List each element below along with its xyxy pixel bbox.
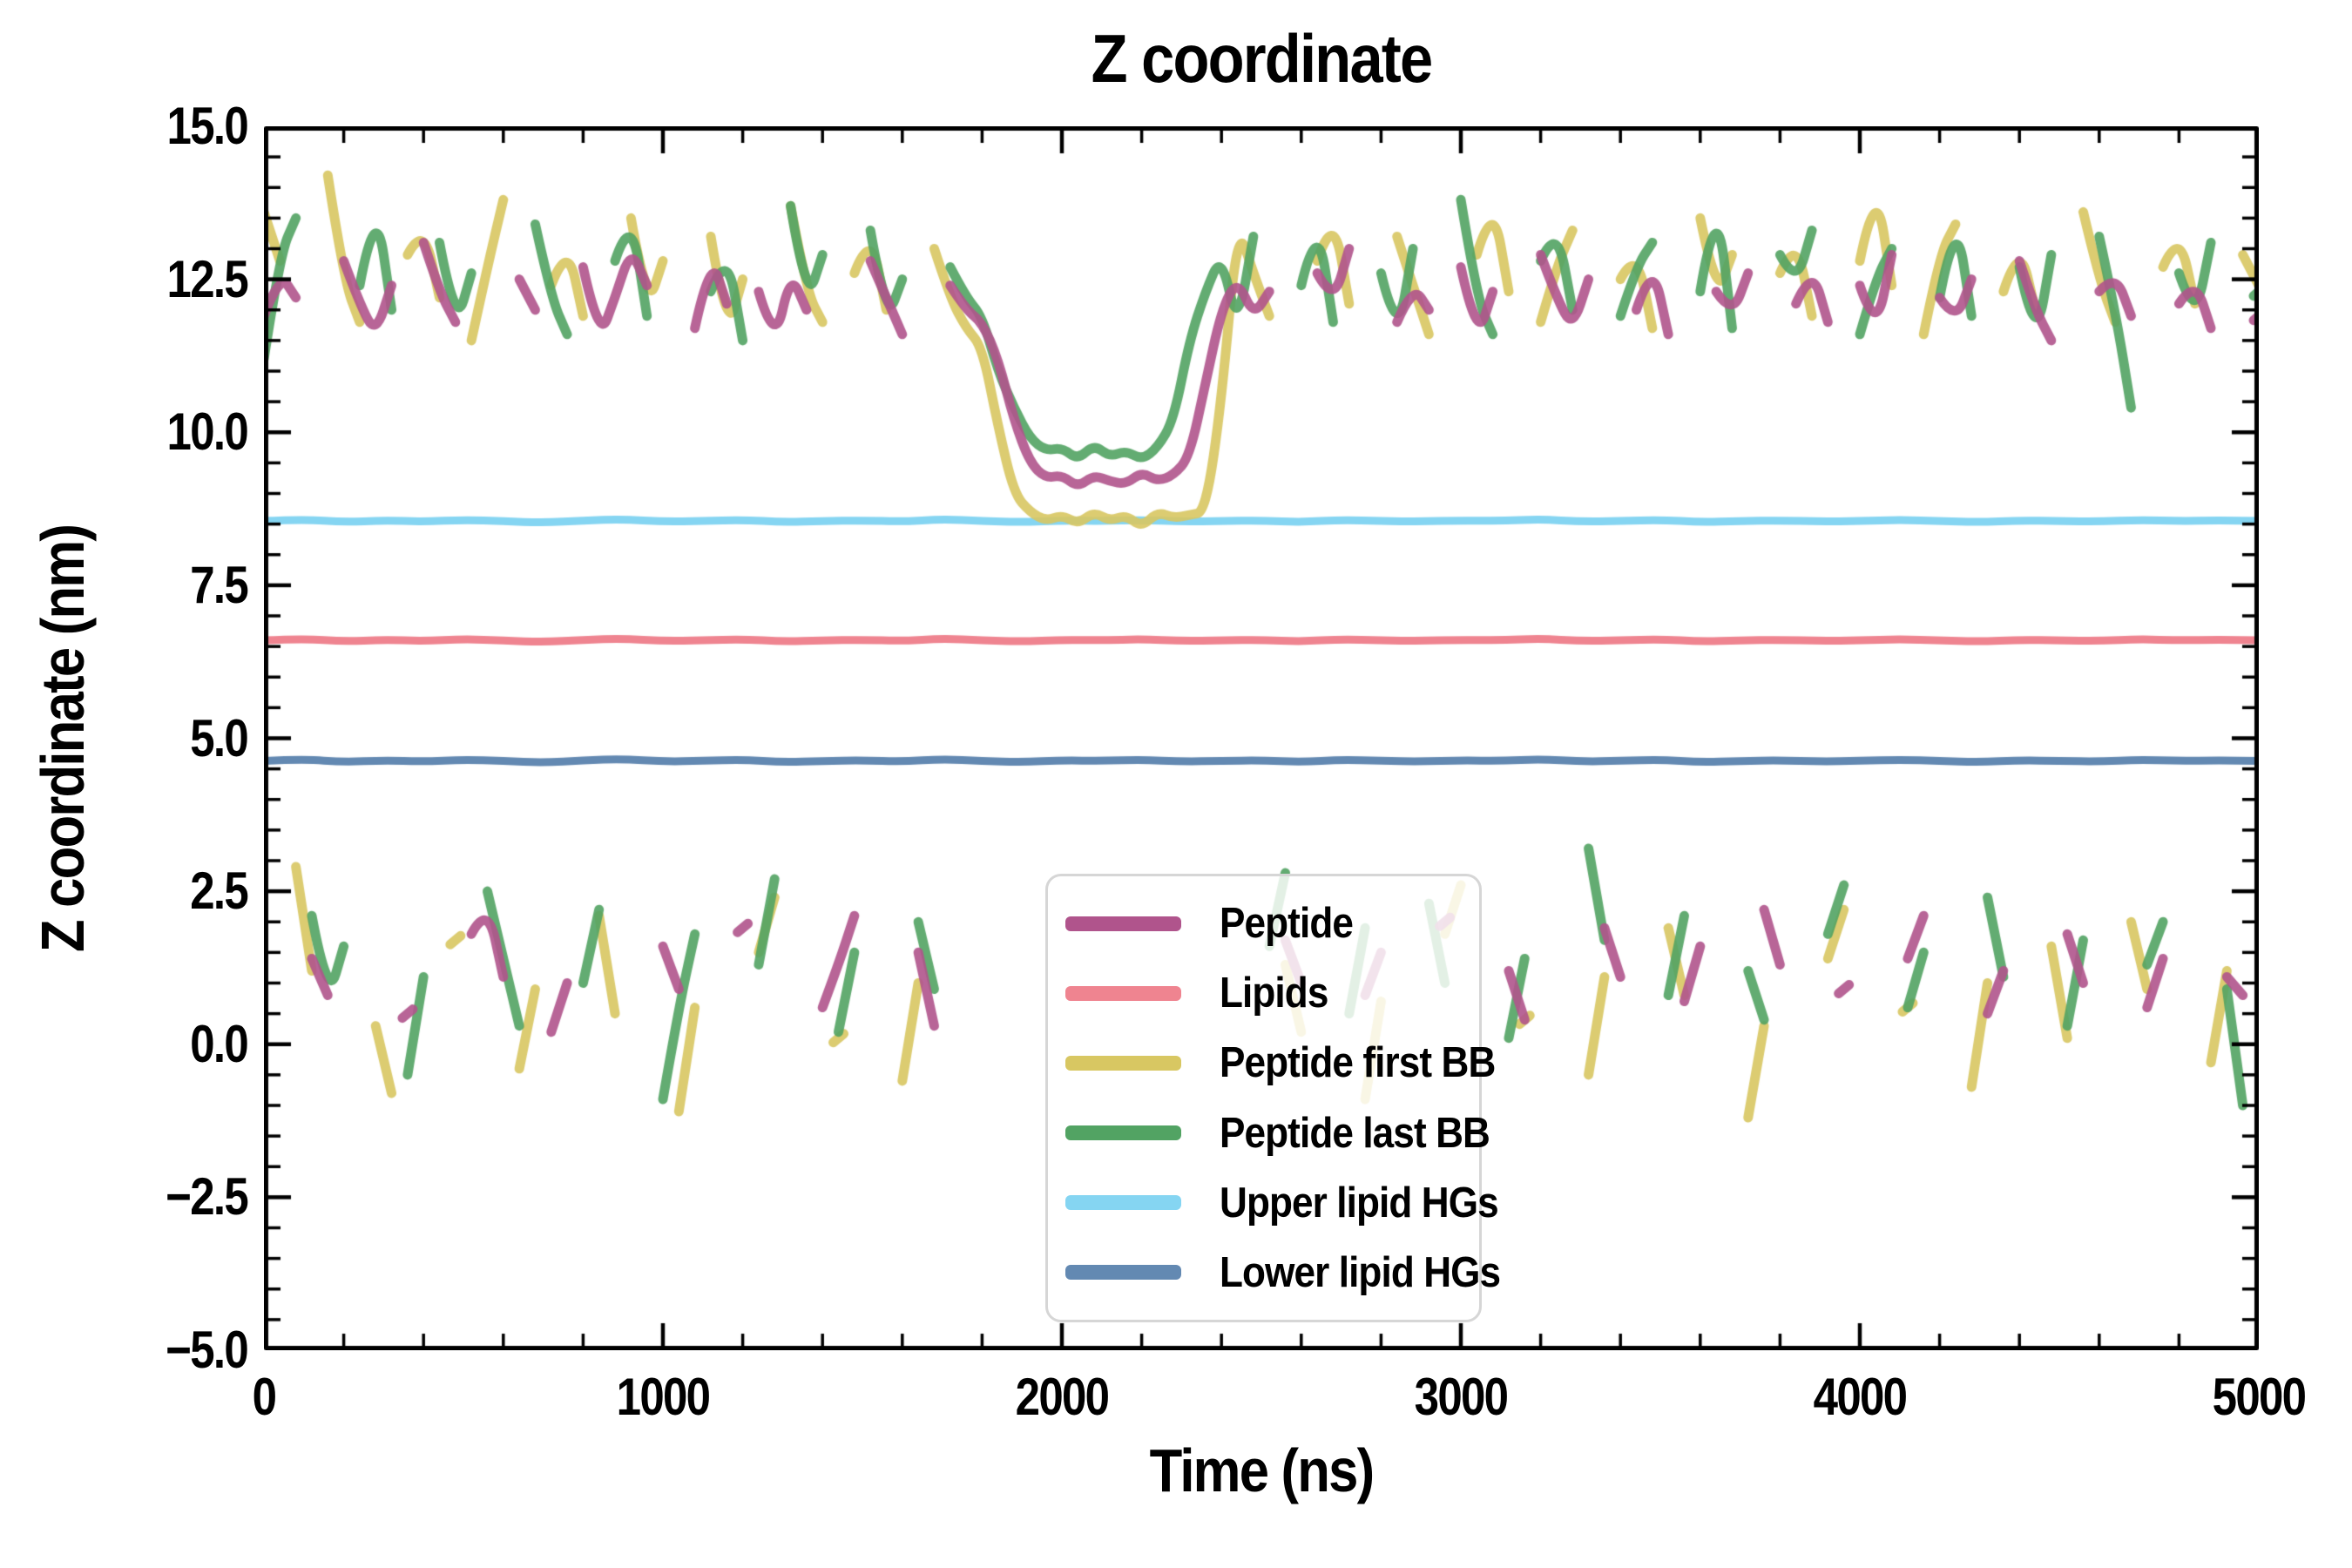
y-tick-label: 7.5 <box>190 555 249 614</box>
x-tick-label: 4000 <box>1813 1368 1908 1426</box>
legend-label: Peptide <box>1220 900 1354 948</box>
x-axis-label: Time (ns) <box>1149 1436 1375 1504</box>
legend-swatch <box>1065 985 1181 1001</box>
y-tick-label: −2.5 <box>166 1167 249 1227</box>
legend-entry: Peptide <box>1048 893 1479 954</box>
x-tick-label: 3000 <box>1414 1368 1509 1426</box>
legend-swatch <box>1065 1195 1181 1211</box>
legend-label: Peptide first BB <box>1220 1039 1496 1087</box>
legend-entry: Peptide last BB <box>1048 1103 1490 1164</box>
legend: Peptide Lipids Peptide first BB Peptide las… <box>1045 874 1501 1322</box>
legend-label: Lower lipid HGs <box>1220 1248 1501 1296</box>
legend-swatch <box>1065 916 1181 931</box>
legend-label: Peptide last BB <box>1220 1109 1490 1157</box>
legend-swatch <box>1065 1055 1181 1071</box>
y-tick-label: 0.0 <box>190 1014 249 1073</box>
legend-entry: Peptide first BB <box>1048 1032 1496 1093</box>
x-tick-label: 2000 <box>1015 1368 1110 1426</box>
legend-entry: Upper lipid HGs <box>1048 1173 1499 1233</box>
x-tick-label: 1000 <box>616 1368 711 1426</box>
legend-label: Upper lipid HGs <box>1220 1179 1499 1227</box>
y-tick-label: 5.0 <box>190 708 249 767</box>
x-tick-label: 5000 <box>2212 1368 2307 1426</box>
legend-swatch <box>1065 1265 1181 1281</box>
chart-title: Z coordinate <box>1091 20 1434 97</box>
y-tick-label: −5.0 <box>166 1321 249 1379</box>
legend-entry: Lipids <box>1048 963 1479 1024</box>
x-tick-label: 0 <box>252 1368 277 1426</box>
legend-swatch <box>1065 1125 1181 1141</box>
legend-entry: Lower lipid HGs <box>1048 1242 1501 1303</box>
y-tick-label: 15.0 <box>166 97 249 155</box>
legend-label: Lipids <box>1220 970 1328 1017</box>
y-tick-label: 10.0 <box>166 402 249 462</box>
y-tick-label: 12.5 <box>166 249 249 308</box>
y-tick-label: 2.5 <box>190 862 249 921</box>
